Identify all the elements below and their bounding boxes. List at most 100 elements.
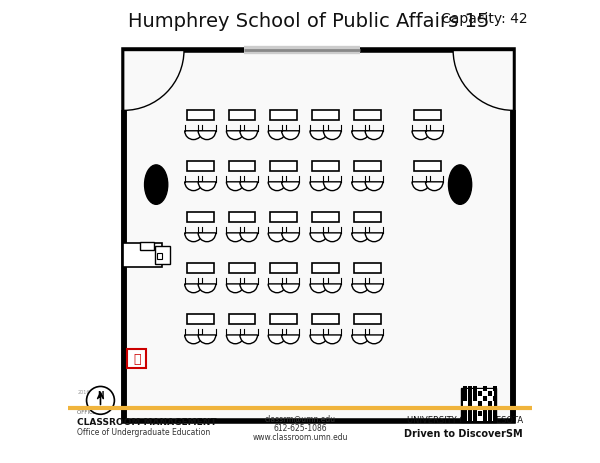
Bar bbox=[473, 407, 477, 411]
Bar bbox=[493, 387, 497, 391]
Bar bbox=[414, 111, 441, 121]
Wedge shape bbox=[365, 233, 383, 242]
Text: www.classroom.umn.edu: www.classroom.umn.edu bbox=[252, 432, 348, 441]
Bar bbox=[473, 416, 477, 420]
Bar bbox=[312, 263, 339, 274]
Text: ⚹: ⚹ bbox=[133, 352, 140, 365]
Bar bbox=[229, 263, 256, 274]
Bar bbox=[468, 416, 472, 420]
Wedge shape bbox=[198, 284, 216, 293]
Bar bbox=[463, 392, 467, 396]
Text: CLASSROOM MANAGEMENT: CLASSROOM MANAGEMENT bbox=[77, 417, 217, 426]
Bar bbox=[488, 412, 492, 416]
Bar bbox=[493, 407, 497, 411]
Wedge shape bbox=[310, 233, 328, 242]
Bar bbox=[354, 111, 381, 121]
Bar bbox=[483, 397, 487, 401]
Bar bbox=[488, 416, 492, 420]
Wedge shape bbox=[226, 233, 244, 242]
Wedge shape bbox=[185, 182, 202, 191]
Wedge shape bbox=[323, 131, 341, 140]
Ellipse shape bbox=[448, 165, 472, 205]
Wedge shape bbox=[198, 335, 216, 344]
Bar bbox=[463, 407, 467, 411]
Bar bbox=[354, 314, 381, 325]
Bar bbox=[271, 263, 297, 274]
Bar bbox=[187, 263, 214, 274]
Bar bbox=[468, 407, 472, 411]
Bar bbox=[461, 388, 496, 422]
Wedge shape bbox=[185, 233, 202, 242]
Text: Humphrey School of Public Affairs 15: Humphrey School of Public Affairs 15 bbox=[128, 12, 490, 31]
Bar bbox=[124, 51, 514, 421]
Bar bbox=[123, 244, 162, 268]
Wedge shape bbox=[268, 182, 286, 191]
Wedge shape bbox=[310, 284, 328, 293]
Text: classrm@umn.edu: classrm@umn.edu bbox=[265, 413, 335, 423]
Text: N: N bbox=[97, 390, 104, 400]
Wedge shape bbox=[365, 182, 383, 191]
Wedge shape bbox=[310, 335, 328, 344]
Bar bbox=[354, 213, 381, 223]
Text: Driven to DiscoverSM: Driven to DiscoverSM bbox=[404, 428, 523, 438]
Wedge shape bbox=[198, 182, 216, 191]
Bar bbox=[483, 412, 487, 416]
Bar bbox=[478, 392, 482, 396]
Wedge shape bbox=[310, 182, 328, 191]
Wedge shape bbox=[268, 284, 286, 293]
Bar bbox=[414, 162, 441, 172]
Bar bbox=[468, 401, 472, 406]
Wedge shape bbox=[185, 284, 202, 293]
Wedge shape bbox=[425, 182, 443, 191]
Bar bbox=[473, 392, 477, 396]
Bar bbox=[229, 162, 256, 172]
Wedge shape bbox=[185, 335, 202, 344]
Wedge shape bbox=[281, 284, 299, 293]
Wedge shape bbox=[281, 131, 299, 140]
Wedge shape bbox=[240, 182, 257, 191]
Bar bbox=[354, 263, 381, 274]
Wedge shape bbox=[425, 131, 443, 140]
Bar bbox=[271, 162, 297, 172]
Bar bbox=[493, 412, 497, 416]
Bar bbox=[271, 213, 297, 223]
Wedge shape bbox=[412, 131, 430, 140]
Bar bbox=[473, 387, 477, 391]
Bar bbox=[468, 392, 472, 396]
Wedge shape bbox=[365, 131, 383, 140]
Bar bbox=[473, 397, 477, 401]
Wedge shape bbox=[124, 51, 184, 111]
Wedge shape bbox=[226, 182, 244, 191]
Text: 612-625-1086: 612-625-1086 bbox=[273, 423, 327, 432]
Wedge shape bbox=[323, 182, 341, 191]
Bar bbox=[468, 397, 472, 401]
Wedge shape bbox=[352, 284, 370, 293]
Bar bbox=[463, 416, 467, 420]
Bar bbox=[478, 412, 482, 416]
Text: Office of Undergraduate Education: Office of Undergraduate Education bbox=[77, 427, 211, 437]
Wedge shape bbox=[240, 335, 257, 344]
Wedge shape bbox=[226, 284, 244, 293]
Bar bbox=[229, 213, 256, 223]
Wedge shape bbox=[240, 131, 257, 140]
Bar bbox=[463, 389, 494, 420]
Bar bbox=[488, 407, 492, 411]
Bar bbox=[187, 314, 214, 325]
Wedge shape bbox=[352, 335, 370, 344]
Bar bbox=[312, 111, 339, 121]
Text: 2016-07-31: 2016-07-31 bbox=[77, 389, 106, 394]
Wedge shape bbox=[268, 131, 286, 140]
Wedge shape bbox=[323, 233, 341, 242]
Bar bbox=[478, 401, 482, 406]
Bar bbox=[483, 416, 487, 420]
Bar bbox=[140, 243, 154, 251]
Wedge shape bbox=[365, 284, 383, 293]
Bar bbox=[312, 314, 339, 325]
Circle shape bbox=[86, 387, 115, 414]
Wedge shape bbox=[323, 284, 341, 293]
Wedge shape bbox=[185, 131, 202, 140]
Bar bbox=[488, 392, 492, 396]
Text: UNIVERSITY OF MINNESOTA: UNIVERSITY OF MINNESOTA bbox=[407, 415, 523, 424]
Text: Capacity: 42: Capacity: 42 bbox=[441, 12, 527, 25]
Bar bbox=[354, 162, 381, 172]
